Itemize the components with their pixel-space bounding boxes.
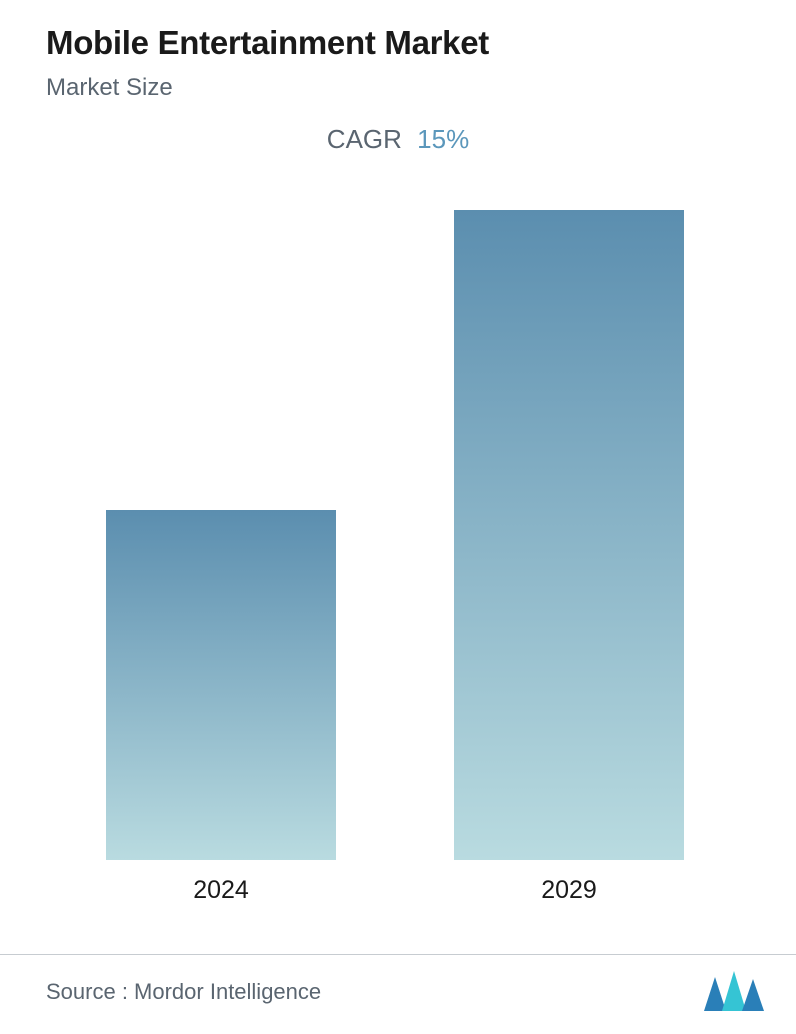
bar-2024 [106,510,336,860]
footer: Source : Mordor Intelligence [0,954,796,1034]
xlabel-2024: 2024 [106,876,336,905]
source-attribution: Source : Mordor Intelligence [46,979,321,1005]
cagr-label: CAGR [327,124,402,154]
mordor-logo-icon [702,969,766,1013]
x-axis-labels: 2024 2029 [46,860,750,900]
chart-area: 2024 2029 [46,200,750,890]
chart-subtitle: Market Size [0,62,796,102]
chart-title: Mobile Entertainment Market [0,0,796,62]
bar-2029 [454,210,684,860]
bars-plot [46,200,750,860]
cagr-row: CAGR 15% [0,102,796,155]
cagr-value: 15% [417,124,469,154]
xlabel-2029: 2029 [454,876,684,905]
